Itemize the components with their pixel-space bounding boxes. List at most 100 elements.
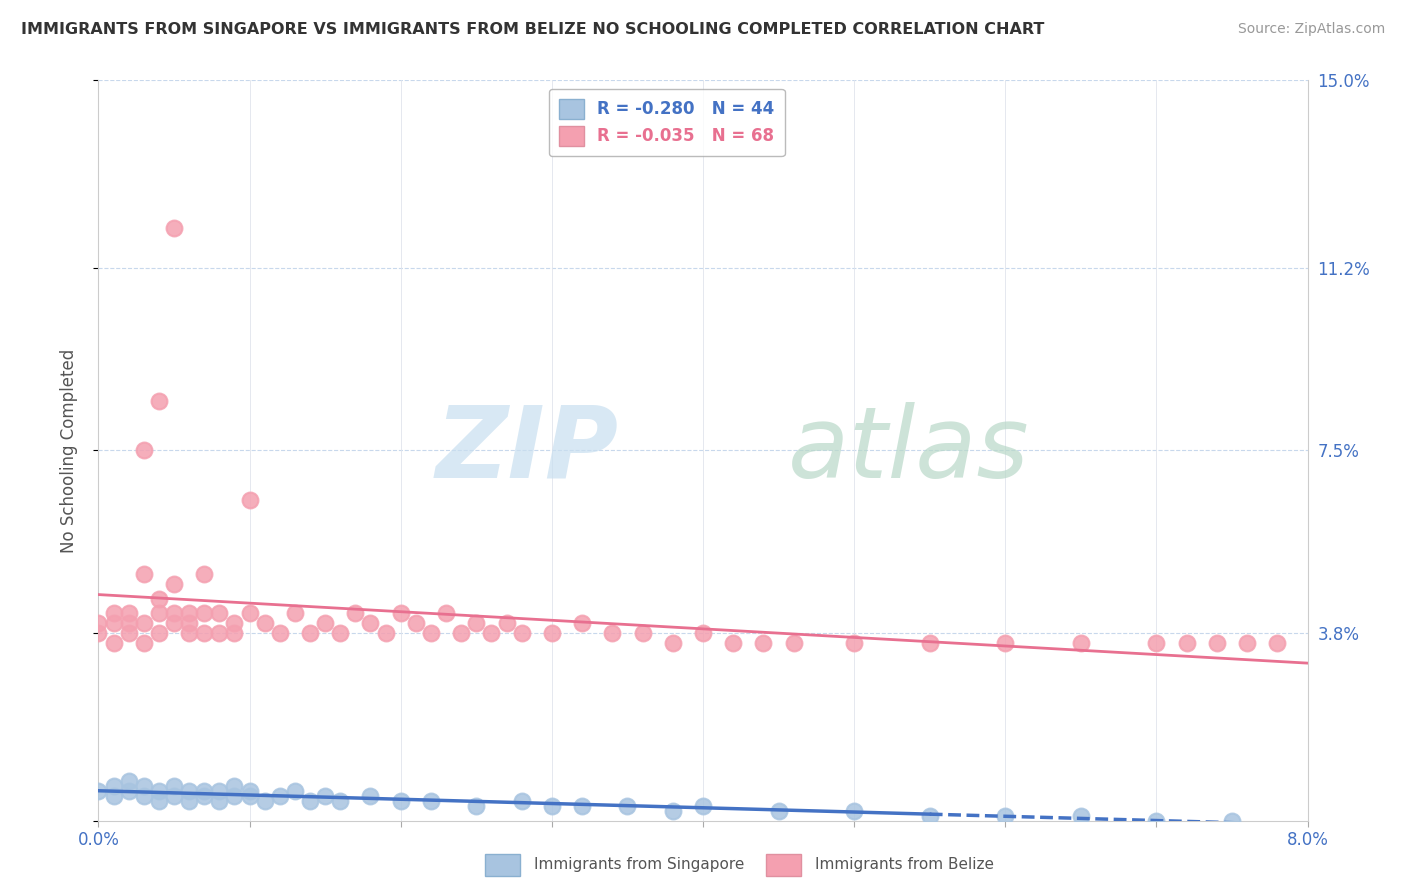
Point <box>329 794 352 808</box>
Point <box>179 794 201 808</box>
Point <box>465 616 488 631</box>
Point <box>994 636 1017 650</box>
Point <box>994 808 1017 822</box>
Point <box>193 789 215 803</box>
Point <box>631 626 654 640</box>
Point <box>389 794 412 808</box>
Point <box>253 794 276 808</box>
Point <box>103 607 125 621</box>
Point <box>420 626 443 640</box>
Point <box>360 616 382 631</box>
Point <box>132 636 155 650</box>
Text: IMMIGRANTS FROM SINGAPORE VS IMMIGRANTS FROM BELIZE NO SCHOOLING COMPLETED CORRE: IMMIGRANTS FROM SINGAPORE VS IMMIGRANTS … <box>21 22 1045 37</box>
Point <box>481 626 503 640</box>
Point <box>284 607 307 621</box>
Point <box>224 779 246 793</box>
Point <box>103 789 125 803</box>
Point <box>239 784 262 798</box>
Point <box>208 607 231 621</box>
Point <box>148 794 170 808</box>
Point <box>132 566 155 581</box>
Point <box>118 616 141 631</box>
Point <box>1070 636 1092 650</box>
Point <box>918 808 941 822</box>
Point <box>752 636 775 650</box>
Point <box>103 779 125 793</box>
Point <box>224 626 246 640</box>
Point <box>344 607 367 621</box>
Point <box>148 784 170 798</box>
Point <box>1220 814 1243 828</box>
Point <box>783 636 806 650</box>
Point <box>163 779 186 793</box>
Point <box>284 784 307 798</box>
Point <box>299 794 322 808</box>
Point <box>132 443 155 458</box>
Point <box>768 804 790 818</box>
Point <box>163 789 186 803</box>
Point <box>434 607 457 621</box>
Point <box>495 616 517 631</box>
Point <box>193 607 215 621</box>
Point <box>148 394 170 409</box>
Point <box>103 616 125 631</box>
Point <box>208 626 231 640</box>
Point <box>208 794 231 808</box>
Point <box>163 221 186 235</box>
Point <box>239 607 262 621</box>
Point <box>118 607 141 621</box>
Text: Immigrants from Belize: Immigrants from Belize <box>815 857 994 872</box>
Point <box>163 616 186 631</box>
Point <box>844 636 866 650</box>
Point <box>87 784 110 798</box>
Point <box>360 789 382 803</box>
Legend: R = -0.280   N = 44, R = -0.035   N = 68: R = -0.280 N = 44, R = -0.035 N = 68 <box>548 88 785 156</box>
Point <box>118 784 141 798</box>
Point <box>163 607 186 621</box>
Point <box>571 616 593 631</box>
Point <box>692 626 714 640</box>
Point <box>118 774 141 789</box>
Point <box>918 636 941 650</box>
Point <box>253 616 276 631</box>
Text: Source: ZipAtlas.com: Source: ZipAtlas.com <box>1237 22 1385 37</box>
Point <box>87 616 110 631</box>
Point <box>179 784 201 798</box>
Point <box>405 616 427 631</box>
Point <box>179 607 201 621</box>
Point <box>1206 636 1229 650</box>
Point <box>1146 636 1168 650</box>
Point <box>148 626 170 640</box>
Point <box>602 626 624 640</box>
Text: Immigrants from Singapore: Immigrants from Singapore <box>534 857 745 872</box>
Point <box>616 798 638 813</box>
Point <box>1070 808 1092 822</box>
Point <box>314 616 336 631</box>
Point <box>239 789 262 803</box>
Point <box>148 591 170 606</box>
Point <box>132 616 155 631</box>
Point <box>193 784 215 798</box>
Point <box>1267 636 1289 650</box>
Point <box>224 789 246 803</box>
Point <box>179 626 201 640</box>
Point <box>420 794 443 808</box>
Point <box>510 626 533 640</box>
Point <box>87 626 110 640</box>
Point <box>1175 636 1198 650</box>
Point <box>571 798 593 813</box>
Point <box>329 626 352 640</box>
Point <box>193 566 215 581</box>
Text: ZIP: ZIP <box>436 402 619 499</box>
Point <box>269 626 291 640</box>
Point <box>1146 814 1168 828</box>
Point <box>193 626 215 640</box>
Point <box>208 784 231 798</box>
Point <box>269 789 291 803</box>
Point <box>723 636 745 650</box>
Point <box>239 492 262 507</box>
Point <box>103 636 125 650</box>
Point <box>540 798 562 813</box>
Point <box>844 804 866 818</box>
Point <box>299 626 322 640</box>
